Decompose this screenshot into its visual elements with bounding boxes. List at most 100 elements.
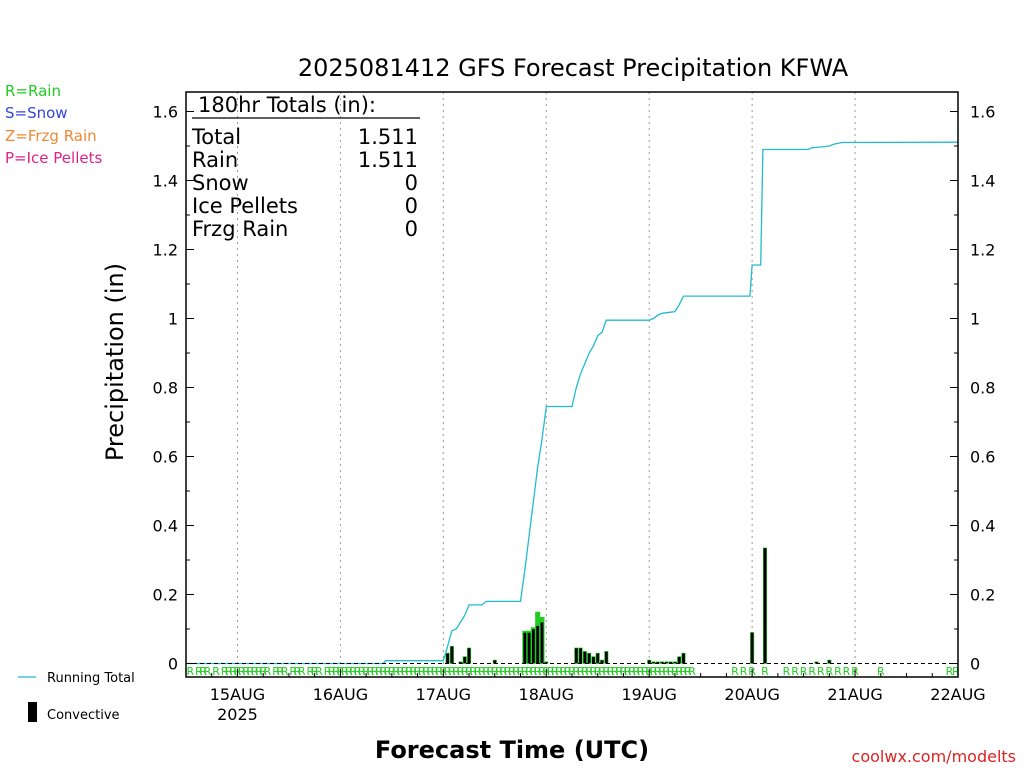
ptype-marker: R [324, 665, 332, 678]
ptype-marker: R [422, 665, 430, 678]
ptype-marker: R [195, 665, 203, 678]
convective-legend-swatch [28, 702, 37, 722]
ptype-marker: R [572, 665, 580, 678]
ptype-marker: R [500, 665, 508, 678]
ptype-marker: R [328, 665, 336, 678]
totals-row-value: 0 [405, 217, 418, 241]
convective-bar [647, 659, 652, 664]
ptype-marker: R [611, 665, 619, 678]
ptype-marker: R [521, 665, 529, 678]
ptype-marker: R [740, 665, 748, 678]
y-tick-label-left: 0.8 [153, 379, 178, 398]
ptype-marker: R [427, 665, 435, 678]
totals-row-value: 0 [405, 171, 418, 195]
ptype-marker: R [281, 665, 289, 678]
totals-row-value: 1.511 [358, 148, 418, 172]
ptype-marker: R [530, 665, 538, 678]
ptype-marker: R [654, 665, 662, 678]
ptype-marker: R [264, 665, 272, 678]
ptype-marker: R [247, 665, 255, 678]
convective-bar [467, 647, 472, 664]
x-tick-label: 15AUG [210, 685, 265, 704]
ptype-marker: R [495, 665, 503, 678]
ptype-marker: R [637, 665, 645, 678]
ptype-marker: R [688, 665, 696, 678]
ptype-marker: R [525, 665, 533, 678]
ptype-marker: R [311, 665, 319, 678]
x-tick-label: 20AUG [724, 685, 779, 704]
ptype-marker: R [671, 665, 679, 678]
y-tick-label-right: 1.6 [970, 103, 995, 122]
ptype-marker: R [602, 665, 610, 678]
ptype-marker: R [332, 665, 340, 678]
running-total-legend-label: Running Total [47, 671, 135, 686]
ptype-marker: R [435, 665, 443, 678]
ptype-marker: R [294, 665, 302, 678]
ptype-marker: R [478, 665, 486, 678]
convective-bar [531, 628, 536, 664]
ptype-marker: R [761, 665, 769, 678]
y-axis-right: 0 0.2 0.4 0.6 0.8 1 1.2 1.4 1.6 [950, 103, 995, 674]
ptype-marker: R [633, 665, 641, 678]
ptype-marker: R [186, 665, 194, 678]
ptype-marker: R [251, 665, 259, 678]
totals-row-label: Rain [192, 148, 238, 172]
ptype-marker: R [199, 665, 207, 678]
x-tick-sublabel: 2025 [217, 705, 258, 724]
ptype-marker: R [843, 665, 851, 678]
ptype-marker: R [461, 665, 469, 678]
ptype-marker: R [731, 665, 739, 678]
convective-bar [445, 652, 450, 664]
convective-legend-label: Convective [47, 708, 120, 723]
ptype-marker: R [641, 665, 649, 678]
convective-bar [827, 659, 832, 664]
convective-bar [449, 645, 454, 664]
ptype-marker: R [590, 665, 598, 678]
ptype-marker: R [354, 665, 362, 678]
ptype-marker: R [538, 665, 546, 678]
ptype-marker: R [564, 665, 572, 678]
ptype-marker: R [624, 665, 632, 678]
ptype-marker: R [560, 665, 568, 678]
convective-bar [664, 661, 669, 664]
y-tick-label-right: 0.4 [970, 517, 995, 536]
ptype-marker: R [594, 665, 602, 678]
totals-row-label: Snow [192, 171, 249, 195]
ptype-marker: R [808, 665, 816, 678]
ptype-marker: R [817, 665, 825, 678]
ptype-marker: R [289, 665, 297, 678]
y-tick-label-right: 0.2 [970, 586, 995, 605]
y-tick-label-right: 0 [970, 655, 980, 674]
ptype-legend-ice-pellets: P=Ice Pellets [5, 149, 102, 167]
ptype-marker: R [877, 665, 885, 678]
convective-bar [762, 547, 768, 664]
ptype-marker: R [229, 665, 237, 678]
y-axis-label: Precipitation (in) [101, 263, 129, 461]
x-tick-label: 21AUG [827, 685, 882, 704]
ptype-marker: R [212, 665, 220, 678]
running-total-line [186, 141, 959, 665]
convective-bar [527, 632, 532, 664]
convective-bar [462, 656, 467, 664]
ptype-marker: R [517, 665, 525, 678]
ptype-marker: R [487, 665, 495, 678]
ptype-legend-rain: R=Rain [5, 82, 61, 100]
ptype-marker: R [470, 665, 478, 678]
ptype-marker: R [663, 665, 671, 678]
y-axis-left: 0 0.2 0.4 0.6 0.8 1 1.2 1.4 1.6 [153, 103, 194, 674]
convective-bar [539, 621, 544, 664]
x-axis-label: Forecast Time (UTC) [375, 736, 649, 764]
ptype-marker: R [349, 665, 357, 678]
ptype-marker: R [628, 665, 636, 678]
ptype-marker: R [388, 665, 396, 678]
y-tick-label-right: 1.2 [970, 241, 995, 260]
convective-bar [591, 656, 596, 664]
ptype-marker: R [491, 665, 499, 678]
totals-rows: Total 1.511 Rain 1.511 Snow 0 Ice Pellets 0 Frzg… [191, 125, 418, 241]
convective-bar [672, 661, 677, 664]
convective-bar [651, 661, 656, 664]
ptype-marker: R [465, 665, 473, 678]
ptype-marker: R [568, 665, 576, 678]
